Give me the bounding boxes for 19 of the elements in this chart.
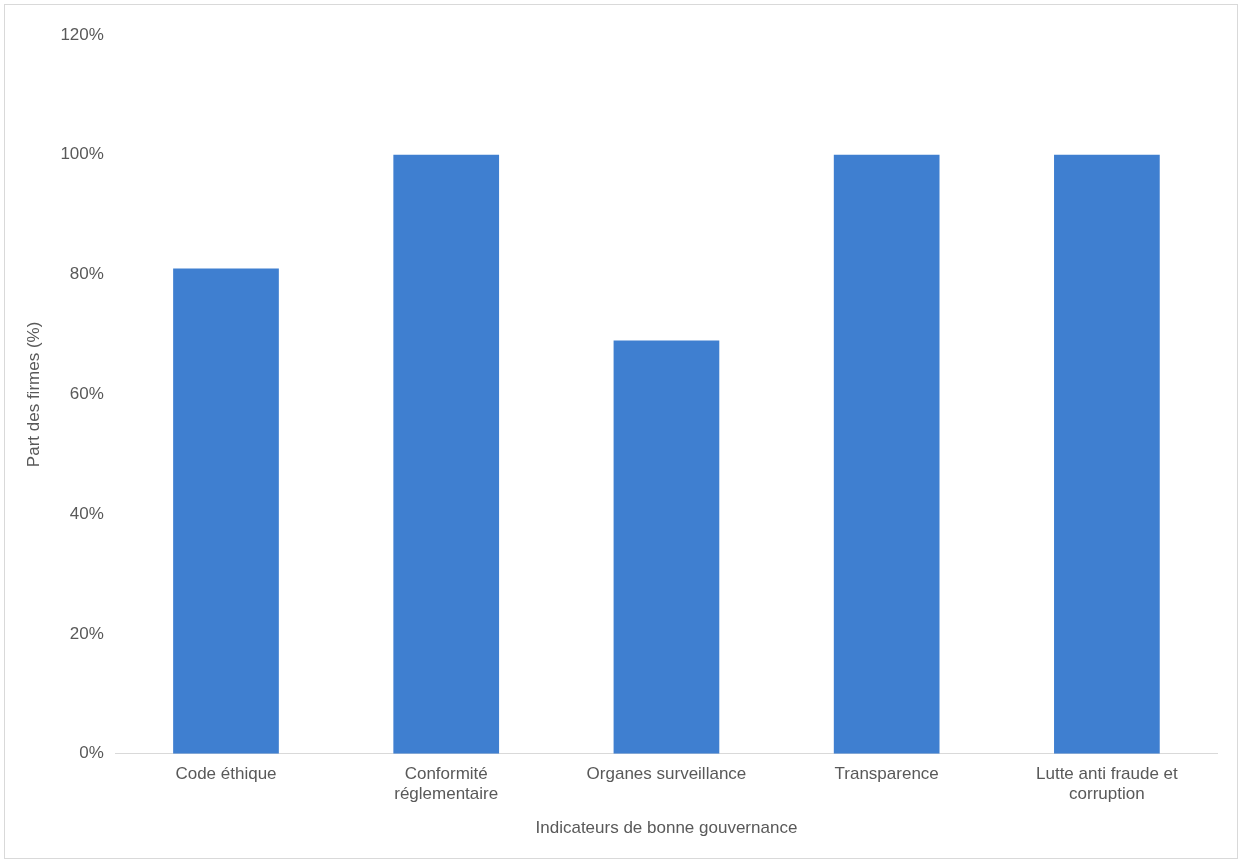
x-tick-label: Transparence bbox=[834, 763, 939, 783]
bar bbox=[393, 154, 500, 754]
y-tick-label: 0% bbox=[79, 743, 104, 763]
y-tick-label: 20% bbox=[69, 623, 104, 643]
y-tick-label: 60% bbox=[69, 384, 104, 404]
y-tick-label: 80% bbox=[69, 264, 104, 284]
x-axis-title: Indicateurs de bonne gouvernance bbox=[535, 818, 798, 838]
bar bbox=[613, 340, 720, 754]
y-tick-label: 100% bbox=[60, 144, 104, 164]
bar bbox=[173, 268, 279, 754]
x-tick-label: Organes surveillance bbox=[586, 763, 747, 783]
y-axis-title: Part des firmes (%) bbox=[23, 321, 43, 468]
x-tick-label: Conformité réglementaire bbox=[394, 763, 499, 804]
bar bbox=[833, 154, 940, 754]
bar bbox=[1054, 154, 1160, 754]
x-tick-label: Code éthique bbox=[175, 763, 277, 783]
y-tick-label: 120% bbox=[60, 24, 104, 44]
x-tick-label: Lutte anti fraude et corruption bbox=[1036, 763, 1179, 804]
y-tick-label: 40% bbox=[69, 503, 104, 523]
